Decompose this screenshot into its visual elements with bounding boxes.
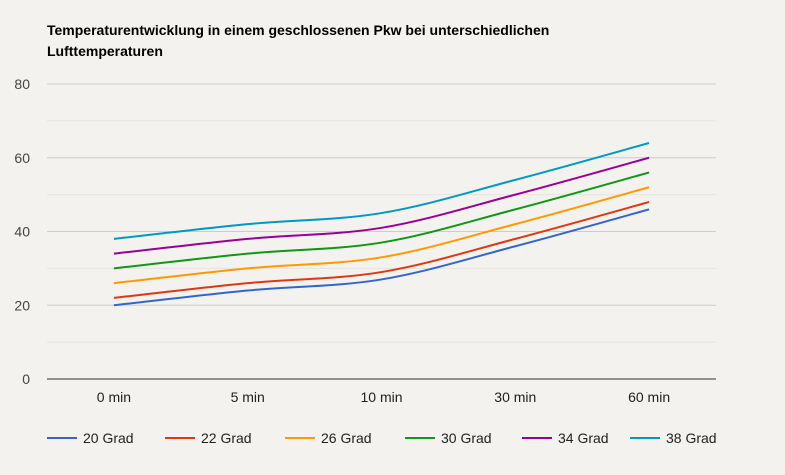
- series-line-38-grad: [113, 142, 650, 240]
- legend-label: 20 Grad: [83, 430, 134, 446]
- y-tick-label: 0: [22, 371, 30, 387]
- y-tick-label: 80: [14, 76, 30, 92]
- series-line-22-grad: [113, 201, 650, 299]
- x-tick-label: 60 min: [628, 389, 670, 405]
- y-tick-label: 60: [14, 150, 30, 166]
- series-line-20-grad: [113, 208, 650, 307]
- x-tick-label: 10 min: [360, 389, 402, 405]
- legend-label: 34 Grad: [558, 430, 609, 446]
- legend-label: 30 Grad: [441, 430, 492, 446]
- series-line-26-grad: [113, 186, 650, 285]
- legend-label: 22 Grad: [201, 430, 252, 446]
- x-tick-label: 0 min: [97, 389, 131, 405]
- series-line-30-grad: [113, 171, 650, 270]
- legend-label: 38 Grad: [666, 430, 717, 446]
- y-tick-label: 20: [14, 297, 30, 313]
- chart-title: Temperaturentwicklung in einem geschloss…: [47, 22, 550, 59]
- y-tick-label: 40: [14, 224, 30, 240]
- legend-label: 26 Grad: [321, 430, 372, 446]
- x-tick-label: 30 min: [494, 389, 536, 405]
- series-line-34-grad: [113, 156, 650, 255]
- x-tick-label: 5 min: [231, 389, 265, 405]
